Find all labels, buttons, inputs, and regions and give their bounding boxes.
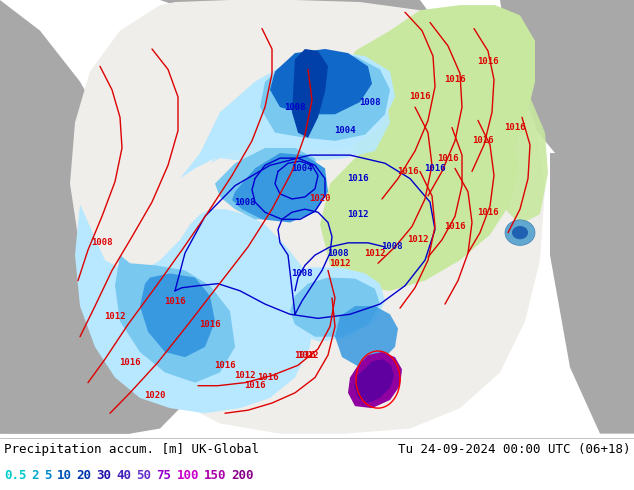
Text: 1012: 1012 bbox=[234, 371, 256, 380]
Polygon shape bbox=[210, 76, 390, 163]
Text: 1016: 1016 bbox=[244, 381, 266, 390]
Text: 1012: 1012 bbox=[347, 210, 369, 219]
Ellipse shape bbox=[512, 226, 528, 239]
Text: 30: 30 bbox=[96, 469, 112, 483]
Text: 1020: 1020 bbox=[145, 392, 165, 400]
Polygon shape bbox=[232, 153, 328, 222]
Text: 1016: 1016 bbox=[437, 154, 459, 163]
Polygon shape bbox=[0, 357, 200, 434]
Polygon shape bbox=[490, 97, 548, 224]
Text: 1016: 1016 bbox=[424, 164, 446, 173]
Text: 1016: 1016 bbox=[119, 358, 141, 367]
Text: 1016: 1016 bbox=[444, 75, 466, 84]
Text: 1012: 1012 bbox=[104, 312, 126, 321]
Text: 1016: 1016 bbox=[398, 167, 418, 176]
Text: 1016: 1016 bbox=[477, 208, 499, 217]
Polygon shape bbox=[550, 153, 634, 434]
Text: 1020: 1020 bbox=[309, 195, 331, 203]
Text: 40: 40 bbox=[117, 469, 131, 483]
Text: 1016: 1016 bbox=[214, 361, 236, 370]
Text: 1008: 1008 bbox=[91, 238, 113, 247]
Polygon shape bbox=[75, 204, 315, 413]
Text: 1016: 1016 bbox=[504, 123, 526, 132]
Text: 0.5: 0.5 bbox=[4, 469, 27, 483]
Text: 1008: 1008 bbox=[284, 102, 306, 112]
Text: 1012: 1012 bbox=[297, 350, 319, 360]
Polygon shape bbox=[335, 306, 398, 368]
Text: 1008: 1008 bbox=[381, 243, 403, 251]
Polygon shape bbox=[70, 0, 545, 434]
Text: 1012: 1012 bbox=[407, 235, 429, 245]
Polygon shape bbox=[500, 0, 634, 204]
Text: 1016: 1016 bbox=[164, 296, 186, 305]
Polygon shape bbox=[180, 51, 395, 178]
Text: 50: 50 bbox=[136, 469, 152, 483]
Text: 1016: 1016 bbox=[472, 136, 494, 146]
Text: 1016: 1016 bbox=[257, 373, 279, 382]
Text: 1008: 1008 bbox=[234, 197, 256, 206]
Polygon shape bbox=[215, 148, 320, 220]
Text: 1016: 1016 bbox=[347, 174, 369, 183]
Text: Tu 24-09-2024 00:00 UTC (06+18): Tu 24-09-2024 00:00 UTC (06+18) bbox=[398, 443, 630, 456]
Text: 10: 10 bbox=[56, 469, 72, 483]
Polygon shape bbox=[260, 53, 390, 141]
Polygon shape bbox=[320, 112, 520, 291]
Polygon shape bbox=[270, 49, 372, 114]
Text: 1016: 1016 bbox=[199, 320, 221, 329]
Text: 20: 20 bbox=[77, 469, 91, 483]
Polygon shape bbox=[160, 0, 450, 82]
Polygon shape bbox=[340, 5, 535, 204]
Text: 100: 100 bbox=[176, 469, 199, 483]
Text: 1016: 1016 bbox=[477, 57, 499, 66]
Text: 5: 5 bbox=[44, 469, 51, 483]
Text: 1008: 1008 bbox=[327, 248, 349, 258]
Polygon shape bbox=[354, 359, 394, 403]
Polygon shape bbox=[140, 273, 215, 357]
Text: 150: 150 bbox=[204, 469, 226, 483]
Polygon shape bbox=[115, 255, 235, 383]
Text: 1012: 1012 bbox=[365, 248, 385, 258]
Ellipse shape bbox=[505, 220, 535, 245]
Text: 1008: 1008 bbox=[291, 269, 313, 278]
Text: 1012: 1012 bbox=[329, 259, 351, 268]
Text: 200: 200 bbox=[231, 469, 254, 483]
Text: 1016: 1016 bbox=[444, 222, 466, 231]
Text: 1008: 1008 bbox=[359, 98, 381, 106]
Text: 1016: 1016 bbox=[294, 350, 316, 360]
Text: Precipitation accum. [m] UK-Global: Precipitation accum. [m] UK-Global bbox=[4, 443, 259, 456]
Polygon shape bbox=[290, 277, 380, 337]
Text: 1004: 1004 bbox=[291, 164, 313, 173]
Polygon shape bbox=[348, 352, 402, 408]
Text: 1016: 1016 bbox=[410, 93, 430, 101]
Polygon shape bbox=[292, 49, 328, 138]
Polygon shape bbox=[268, 268, 385, 342]
Text: 1004: 1004 bbox=[334, 126, 356, 135]
Text: 2: 2 bbox=[32, 469, 39, 483]
Polygon shape bbox=[0, 0, 175, 434]
Text: 75: 75 bbox=[157, 469, 172, 483]
